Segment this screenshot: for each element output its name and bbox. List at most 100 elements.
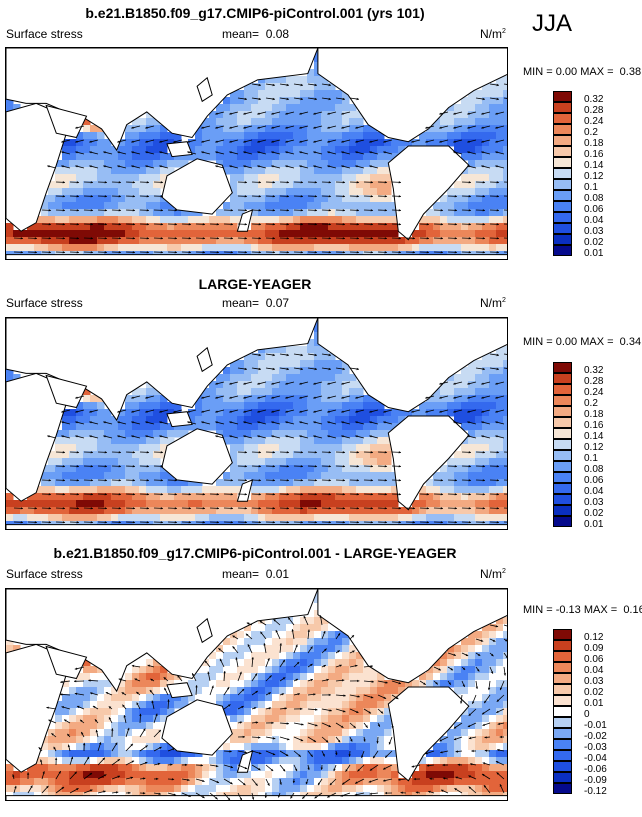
stress-vector-head (286, 181, 289, 184)
field-cell (454, 409, 462, 417)
field-cell (216, 500, 224, 508)
field-cell (342, 430, 350, 438)
field-cell (209, 139, 217, 147)
field-cell (223, 104, 231, 112)
field-cell (41, 514, 49, 522)
panel-1-map (5, 47, 508, 260)
field-cell (349, 195, 357, 203)
field-cell (293, 659, 301, 667)
stress-vector-head (132, 507, 135, 510)
stress-vector-head (258, 181, 261, 184)
field-cell (167, 437, 175, 445)
field-cell (83, 673, 91, 681)
field-cell (349, 666, 357, 674)
stress-vector-head (384, 181, 387, 184)
field-cell (335, 437, 343, 445)
field-cell (363, 507, 371, 515)
field-cell (188, 680, 196, 688)
stress-vector-head (132, 237, 135, 240)
field-cell (181, 244, 189, 252)
stress-vector-head (369, 421, 372, 424)
field-cell (244, 381, 252, 389)
field-cell (237, 750, 245, 758)
stress-vector-head (328, 465, 331, 468)
stress-vector-head (454, 209, 457, 212)
field-cell (139, 416, 147, 424)
stress-vector-head (327, 382, 330, 385)
field-cell (496, 90, 504, 98)
stress-vector-head (453, 151, 456, 154)
field-cell (125, 687, 133, 695)
field-cell (384, 493, 392, 501)
field-cell (160, 209, 168, 217)
field-cell (321, 715, 329, 723)
field-cell (496, 174, 504, 182)
stress-vector-head (75, 410, 78, 413)
field-cell (314, 465, 322, 473)
field-cell (216, 430, 224, 438)
stress-vector-head (370, 493, 373, 496)
field-cell (419, 139, 427, 147)
field-cell (258, 360, 266, 368)
field-cell (293, 673, 301, 681)
field-cell (482, 514, 490, 522)
field-cell (468, 631, 476, 639)
field-cell (146, 209, 154, 217)
field-cell (307, 666, 315, 674)
field-cell (349, 118, 357, 126)
field-cell (307, 631, 315, 639)
field-cell (209, 493, 217, 501)
stress-vector-head (341, 410, 344, 413)
field-cell (69, 230, 77, 238)
field-cell (342, 743, 350, 751)
field-cell (230, 181, 238, 189)
field-cell (447, 458, 455, 466)
field-cell (139, 132, 147, 140)
field-cell (111, 423, 119, 431)
stress-vector-head (131, 140, 134, 143)
field-cell (433, 514, 441, 522)
field-cell (489, 638, 497, 646)
stress-vector-head (356, 181, 359, 184)
field-cell (496, 202, 504, 210)
field-cell (132, 202, 140, 210)
field-cell (167, 160, 175, 168)
field-cell (62, 479, 70, 487)
field-cell (321, 507, 329, 515)
field-cell (328, 132, 336, 140)
field-cell (272, 458, 280, 466)
stress-vector-head (215, 421, 218, 424)
stress-vector-head (495, 382, 498, 385)
panel-1-colorbar: 0.32 0.28 0.24 0.2 0.18 0.16 0.14 0.12 0.1 0.08 0.… (553, 91, 623, 259)
colorbar-swatch (553, 450, 572, 461)
field-cell (349, 111, 357, 119)
field-cell (482, 687, 490, 695)
field-cell (111, 722, 119, 730)
stress-vector-head (159, 410, 162, 413)
field-cell (258, 743, 266, 751)
field-cell (370, 402, 378, 410)
field-cell (496, 624, 504, 632)
field-cell (307, 708, 315, 716)
field-cell (286, 381, 294, 389)
colorbar-cell: 0.03 (553, 223, 623, 237)
field-cell (489, 202, 497, 210)
field-cell (454, 680, 462, 688)
stress-vector-head (481, 435, 484, 438)
field-cell (454, 216, 462, 224)
field-cell (468, 666, 476, 674)
field-cell (174, 507, 182, 515)
stress-vector-head (146, 507, 149, 510)
stress-vector-head (62, 195, 65, 198)
stress-vector-head (496, 353, 499, 357)
field-cell (125, 722, 133, 730)
field-cell (384, 181, 392, 189)
colorbar-cell: 0.06 (553, 201, 623, 215)
field-cell (216, 680, 224, 688)
field-cell (342, 465, 350, 473)
field-cell (503, 160, 507, 168)
field-cell (55, 472, 63, 480)
field-cell (272, 479, 280, 487)
field-cell (468, 209, 476, 217)
field-cell (412, 409, 420, 417)
